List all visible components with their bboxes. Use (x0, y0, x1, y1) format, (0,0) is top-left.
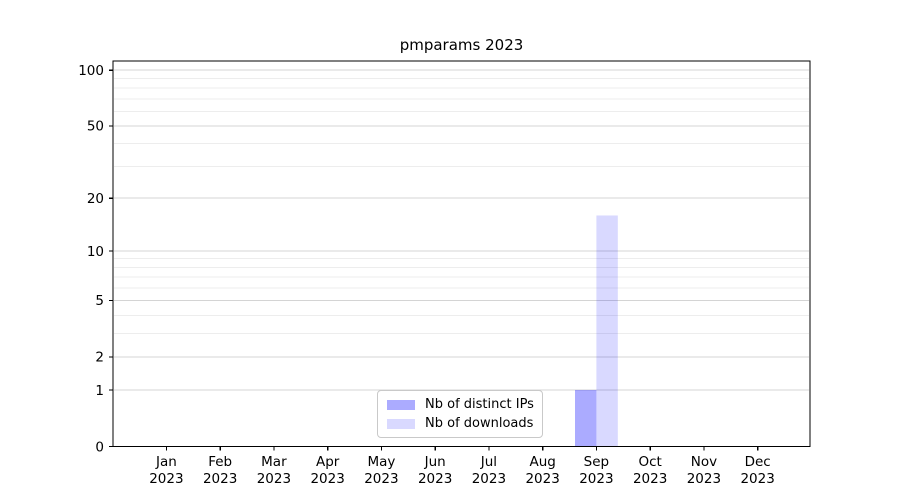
legend: Nb of distinct IPs Nb of downloads (377, 390, 543, 438)
y-tick-label-0: 0 (95, 439, 104, 455)
legend-label-distinct-ips: Nb of distinct IPs (425, 397, 534, 412)
x-tick-label-nov: Nov 2023 (687, 454, 721, 487)
x-tick-label-jul: Jul 2023 (472, 454, 506, 487)
y-tick-label-50: 50 (87, 119, 104, 135)
bar-nb-of-distinct-ips-sep (575, 389, 597, 447)
legend-swatch-distinct-ips (387, 399, 415, 410)
x-tick-label-dec: Dec 2023 (740, 454, 774, 487)
x-tick-label-feb: Feb 2023 (203, 454, 237, 487)
x-tick-label-jan: Jan 2023 (149, 454, 183, 487)
plot-border (112, 60, 811, 448)
chart-title: pmparams 2023 (399, 36, 524, 54)
y-tick-label-2: 2 (95, 350, 104, 366)
bar-nb-of-downloads-sep (596, 215, 618, 447)
x-tick-label-sep: Sep 2023 (579, 454, 613, 487)
x-tick-label-may: May 2023 (364, 454, 398, 487)
legend-item-distinct-ips: Nb of distinct IPs (387, 397, 534, 412)
legend-item-downloads: Nb of downloads (387, 416, 533, 431)
x-tick-label-aug: Aug 2023 (525, 454, 559, 487)
y-tick-label-5: 5 (95, 293, 104, 309)
legend-label-downloads: Nb of downloads (425, 416, 534, 431)
legend-swatch-downloads (387, 418, 415, 429)
y-tick-label-20: 20 (87, 191, 104, 207)
y-tick-label-100: 100 (78, 63, 104, 79)
y-tick-label-1: 1 (95, 383, 104, 399)
y-tick-label-10: 10 (87, 244, 104, 260)
x-tick-label-mar: Mar 2023 (257, 454, 291, 487)
x-tick-label-oct: Oct 2023 (633, 454, 667, 487)
x-tick-label-jun: Jun 2023 (418, 454, 452, 487)
x-tick-label-apr: Apr 2023 (310, 454, 344, 487)
